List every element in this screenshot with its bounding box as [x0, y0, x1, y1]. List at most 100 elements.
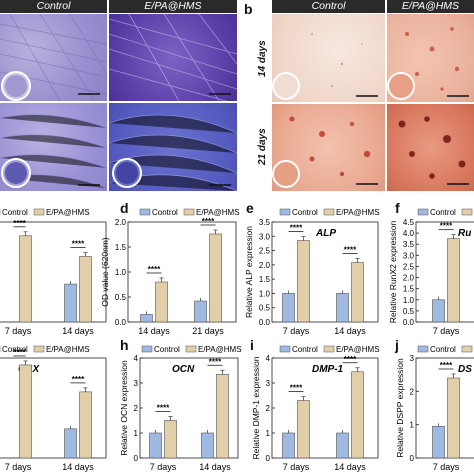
fiber-texture	[109, 14, 237, 101]
y-tick-label-e: 2.0	[259, 261, 271, 270]
legend-label-control-i: Control	[292, 345, 318, 354]
y-tick-label-i: 3	[266, 379, 271, 388]
x-tick-label-f-0: 7 days	[433, 326, 460, 336]
plot-frame-g	[0, 357, 107, 459]
fiber-texture	[109, 114, 237, 191]
legend-swatch-treat-g	[33, 345, 45, 353]
legend-swatch-control-j	[417, 345, 429, 353]
panel-letter-j: j	[395, 337, 399, 353]
y-axis-label-h: Relative OCN expression	[119, 360, 129, 456]
y-tick-label-j: 2	[410, 387, 415, 396]
stain-texture	[272, 116, 378, 188]
sig-label-f-0: ****	[440, 222, 453, 231]
y-tick-label-e: 3.5	[259, 218, 271, 227]
y-tick-label-e: 1.5	[259, 275, 271, 284]
x-tick-label-e-1: 14 days	[334, 326, 366, 336]
stain-texture	[387, 27, 469, 100]
y-tick-label-i: 1	[266, 429, 271, 438]
legend-swatch-control-e	[279, 208, 291, 216]
x-tick-label-c-0: 7 days	[5, 326, 32, 336]
y-tick-label-e: 0.5	[259, 304, 271, 313]
fiber-texture	[0, 114, 107, 189]
bar-treat-e-0	[297, 240, 310, 323]
legend-label-control-h: Control	[154, 345, 180, 354]
y-tick-label-f: 4.5	[403, 218, 415, 227]
micrograph-b-control-14	[272, 14, 385, 102]
header-control-b: Control	[272, 0, 385, 13]
y-tick-label-f: 1.5	[403, 285, 415, 294]
bar-control-e-0	[282, 293, 295, 323]
sig-label-e-1: ****	[344, 246, 357, 255]
micrograph-b-control-21	[272, 104, 385, 191]
y-axis-label-f: Relative RunX2 expression	[388, 220, 398, 323]
x-tick-label-d-1: 21 days	[192, 326, 224, 336]
legend-label-treat-e: E/PA@HMS	[336, 208, 380, 217]
bar-treat-d-1	[209, 233, 222, 323]
legend-label-control-e: Control	[292, 208, 318, 217]
y-axis-label-i: Relative DMP-1 expression	[251, 356, 261, 459]
y-tick-label-f: 0.5	[403, 307, 415, 316]
plot-frame-e	[271, 221, 379, 323]
legend-swatch-control-i	[279, 345, 291, 353]
legend-label-control-j: Control	[430, 345, 456, 354]
y-tick-label-e: 3.0	[259, 232, 271, 241]
y-tick-label-f: 2.5	[403, 262, 415, 271]
x-tick-label-d-0: 14 days	[138, 326, 170, 336]
legend-swatch-control-d	[139, 208, 151, 216]
stain-texture	[398, 116, 469, 185]
sig-label-d-0: ****	[148, 265, 161, 274]
sig-label-i-1: ****	[344, 355, 357, 364]
legend-label-treat-d: E/PA@HMS	[196, 208, 240, 217]
sig-label-h-1: ****	[209, 357, 222, 366]
sig-label-c-0: ****	[13, 219, 26, 228]
x-tick-label-j-0: 7 days	[433, 462, 460, 472]
y-tick-label-f: 3.0	[403, 251, 415, 260]
panel-letter-f: f	[395, 200, 400, 216]
bar-control-i-0	[282, 432, 295, 459]
legend-swatch-treat-j	[461, 345, 473, 353]
y-axis-label-j: Relative DSPP expression	[395, 358, 405, 458]
legend-label-treat-c: E/PA@HMS	[46, 208, 90, 217]
bar-treat-d-0	[155, 281, 168, 323]
bar-control-f-0	[432, 299, 445, 323]
micrograph-a-control-1	[0, 14, 107, 101]
stain-texture	[272, 33, 378, 100]
y-tick-label-d: 0.5	[115, 293, 127, 302]
bar-control-h-1	[201, 432, 214, 459]
bar-treat-i-0	[297, 400, 310, 459]
micrograph-a-treat-1	[109, 14, 237, 101]
sig-label-j-0: ****	[440, 361, 453, 370]
legend-label-treat-g: E/PA@HMS	[46, 345, 90, 354]
bar-treat-g-1	[79, 391, 92, 459]
y-tick-label-e: 0.0	[259, 318, 271, 327]
x-tick-label-g-0: 7 days	[5, 462, 32, 472]
bar-control-i-1	[336, 432, 349, 459]
y-tick-label-d: 1.0	[115, 268, 127, 277]
bar-treat-f-0	[447, 238, 460, 323]
plot-frame-c	[0, 221, 107, 323]
y-tick-label-f: 1.0	[403, 296, 415, 305]
y-tick-label-h: 2	[134, 404, 139, 413]
legend-swatch-treat-f	[461, 208, 473, 216]
bar-control-d-1	[194, 300, 207, 323]
legend-label-control-c: Control	[2, 208, 28, 217]
y-tick-label-d: 1.5	[115, 243, 127, 252]
x-tick-label-c-1: 14 days	[62, 326, 94, 336]
sig-label-e-0: ****	[290, 224, 303, 233]
bar-control-e-1	[336, 293, 349, 323]
bar-control-h-0	[149, 432, 162, 459]
micrograph-b-treat-14	[387, 14, 474, 102]
y-tick-label-j: 3	[410, 354, 415, 363]
micrograph-a-control-2	[0, 103, 107, 191]
gene-label-i: DMP-1	[312, 364, 344, 375]
legend-label-treat-i: E/PA@HMS	[336, 345, 380, 354]
y-tick-label-h: 3	[134, 379, 139, 388]
panel-letter-h: h	[120, 337, 129, 353]
y-tick-label-f: 4.0	[403, 229, 415, 238]
legend-label-control-g: Control	[2, 345, 28, 354]
y-tick-label-e: 1.0	[259, 289, 271, 298]
y-tick-label-f: 0.0	[403, 318, 415, 327]
panel-letter-b: b	[244, 1, 253, 17]
bar-treat-c-0	[19, 235, 32, 323]
